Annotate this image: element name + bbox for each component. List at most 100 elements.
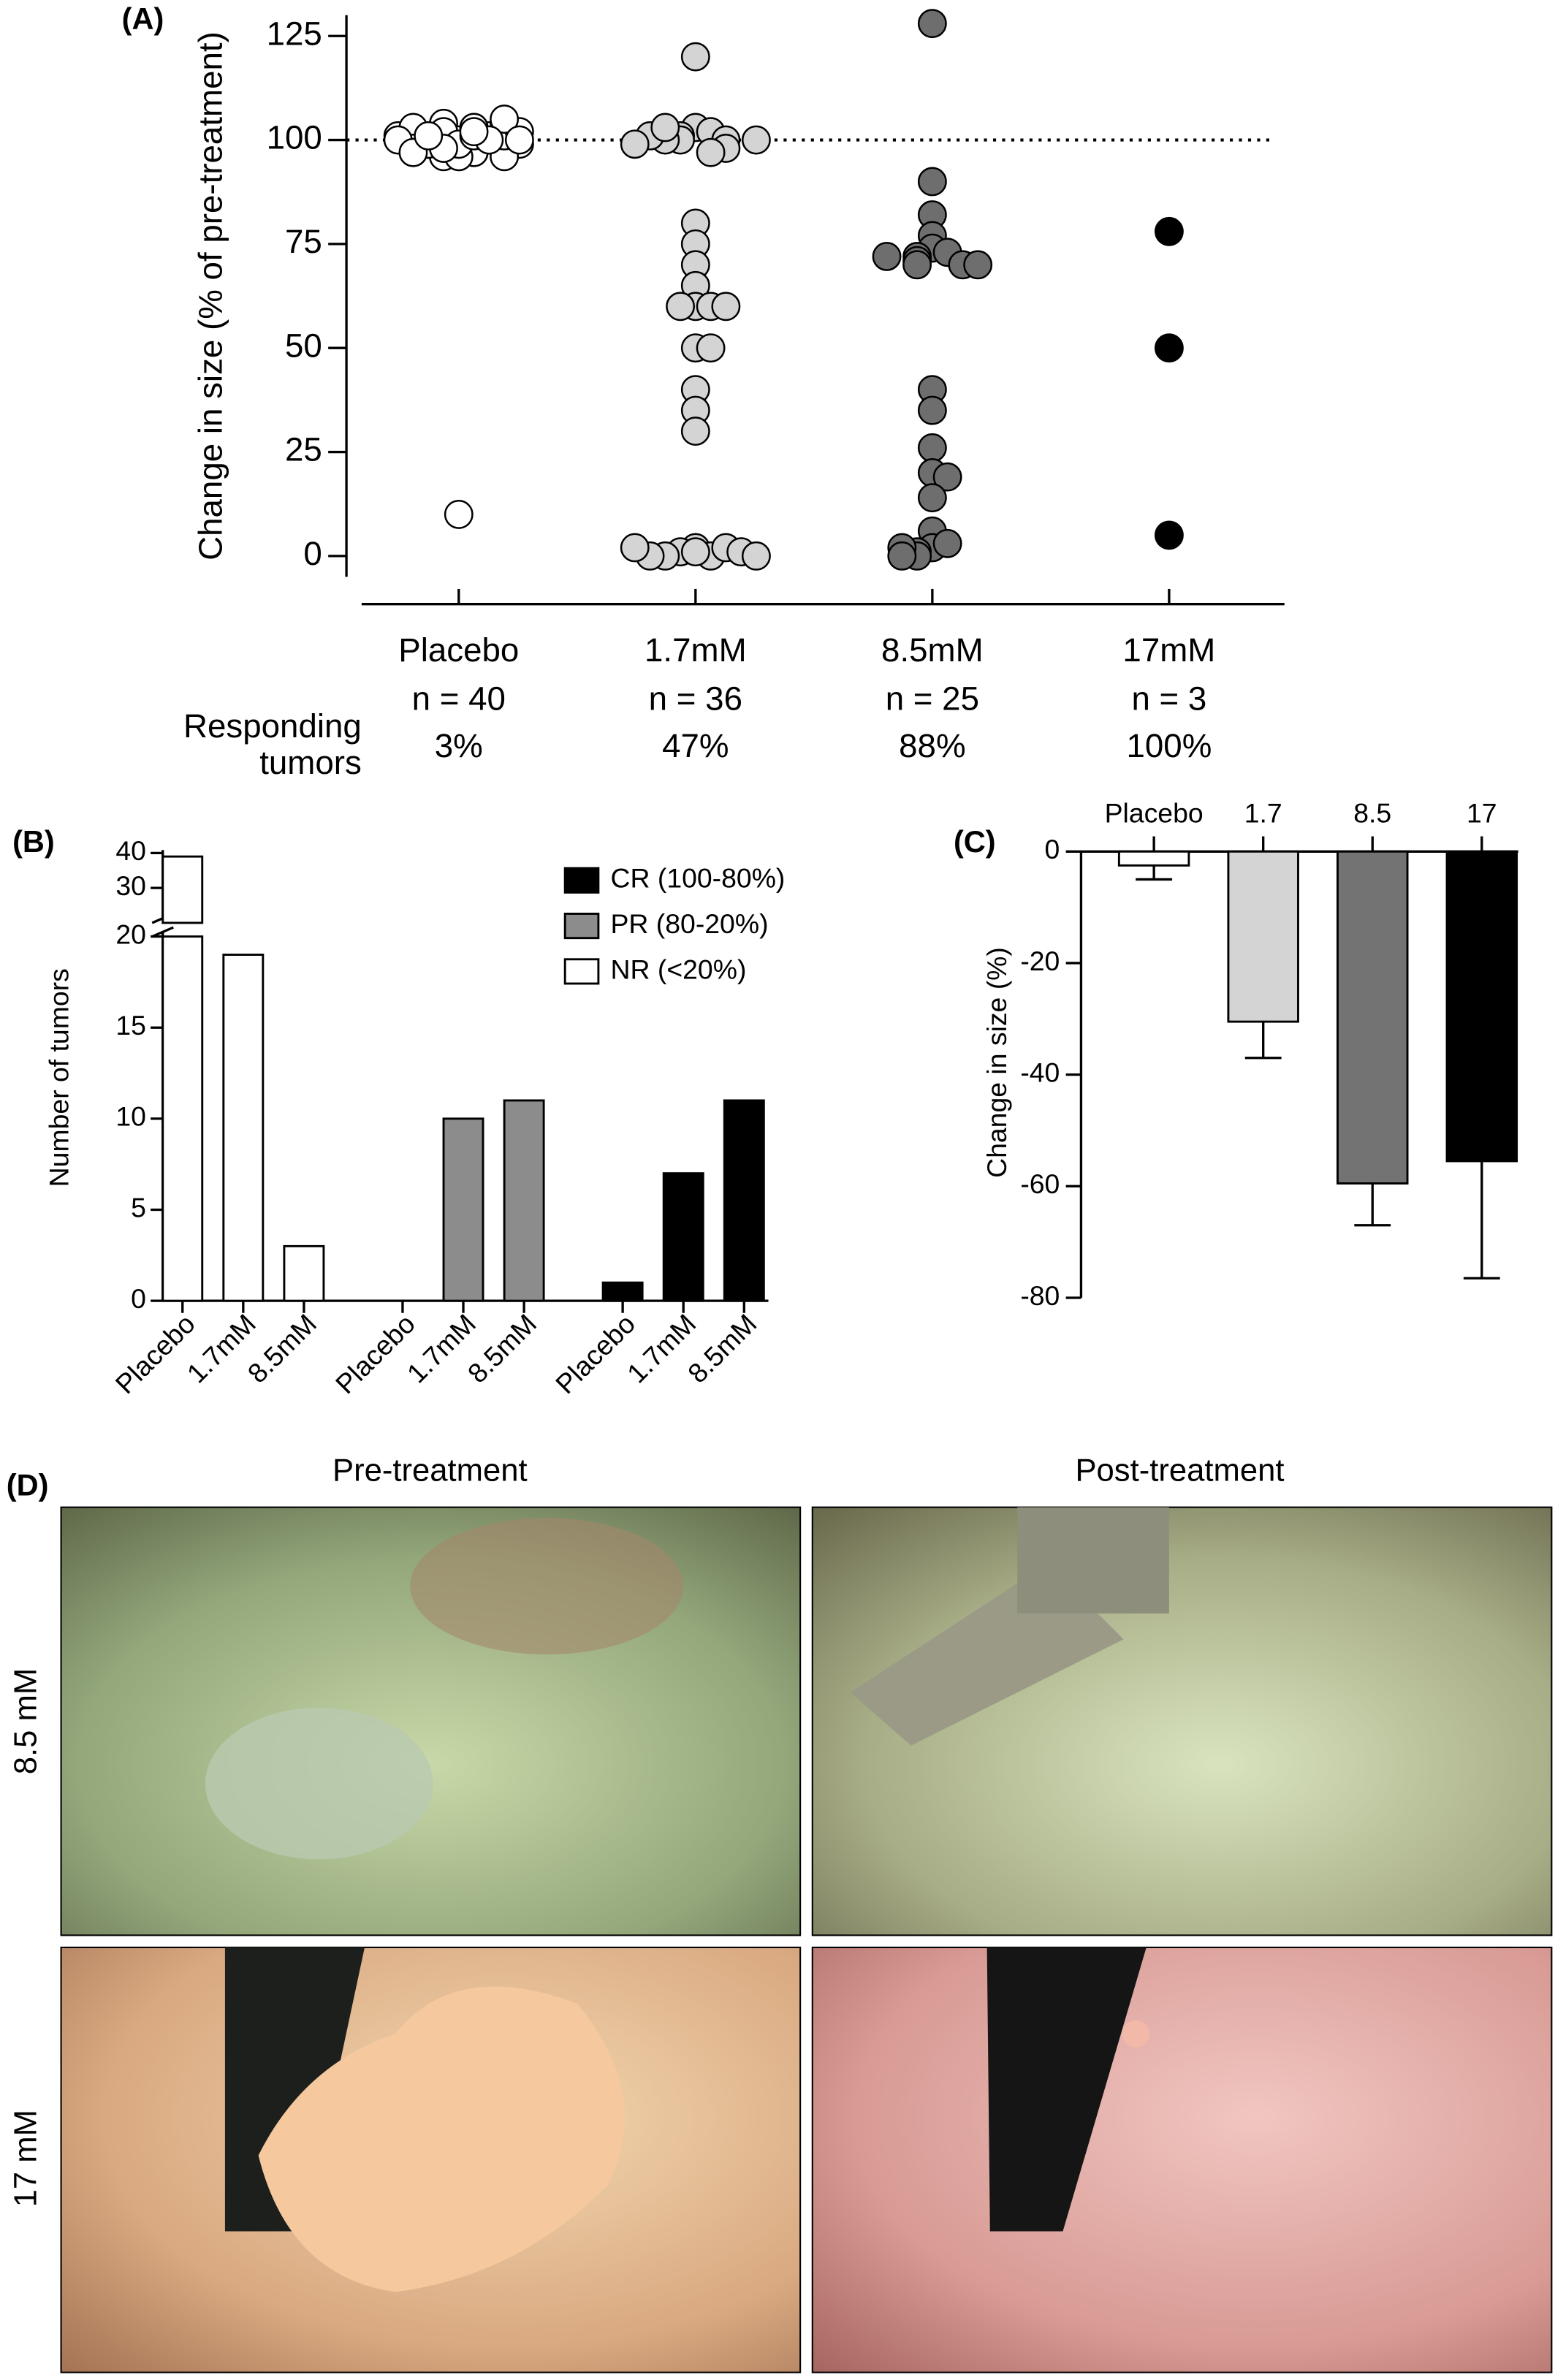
row-label: 17 mM (8, 2110, 43, 2207)
y-tick-label: -40 (1020, 1057, 1060, 1088)
data-point (680, 42, 710, 72)
panel-label: (C) (954, 824, 996, 859)
data-point (620, 533, 650, 563)
bar (442, 1117, 484, 1302)
y-axis-label: Change in size (% of pre-treatment) (191, 31, 229, 560)
bar (1227, 850, 1299, 1023)
data-point (932, 462, 962, 492)
legend-swatch (563, 867, 600, 894)
data-point (741, 125, 771, 155)
data-point (917, 433, 947, 463)
data-point (444, 499, 474, 529)
y-tick-label: 20 (115, 919, 146, 949)
x-tick-label: 1.7mM (401, 1308, 482, 1388)
row-label: Responding (183, 707, 362, 745)
panel-d: (D) Pre-treatment Post-treatment 8.5 mM … (7, 1453, 1553, 2373)
responding-value: 100% (1126, 727, 1212, 764)
n-label: n = 3 (1131, 680, 1206, 718)
data-point (917, 395, 947, 425)
data-point (414, 121, 444, 151)
photo (60, 1946, 802, 2373)
y-tick-label: 100 (267, 119, 322, 156)
n-label: n = 25 (886, 680, 979, 718)
data-point (1154, 520, 1184, 550)
data-point (711, 292, 741, 322)
y-tick-label: 25 (285, 431, 322, 468)
bar (601, 1281, 644, 1302)
n-label: n = 40 (412, 680, 506, 718)
photo (60, 1506, 802, 1936)
panel-label: (D) (7, 1468, 49, 1502)
data-point (666, 292, 696, 322)
bar (503, 1099, 545, 1302)
responding-value: 3% (435, 727, 483, 764)
panel-label: (A) (122, 1, 164, 36)
y-tick-label: 0 (1045, 834, 1060, 864)
data-point (696, 333, 726, 363)
panel-label: (B) (12, 824, 55, 859)
data-point (680, 537, 710, 567)
x-tick-label: 1.7mM (180, 1308, 261, 1388)
photo (811, 1946, 1553, 2373)
data-point (620, 129, 650, 159)
bar (662, 1172, 704, 1302)
column-label: Pre-treatment (332, 1453, 528, 1488)
y-tick-label: 5 (131, 1192, 146, 1223)
data-point (504, 125, 534, 155)
x-tick-label: 17mM (1122, 631, 1215, 669)
y-tick-label: -80 (1020, 1280, 1060, 1311)
x-tick-label: 8.5mM (682, 1308, 762, 1388)
responding-value: 47% (662, 727, 729, 764)
x-tick-label: 1.7mM (645, 631, 747, 669)
data-point (872, 242, 902, 271)
panel-a: (A) 0 25 50 75 100 125 Change in size (% of pre… (122, 1, 1285, 781)
legend-swatch (563, 913, 600, 940)
y-tick-label: -60 (1020, 1168, 1060, 1199)
bar (161, 855, 204, 924)
x-tick-label: 17 (1467, 797, 1497, 828)
row-label: tumors (259, 744, 362, 781)
data-point (1154, 333, 1184, 363)
x-tick-label: 8.5mM (462, 1308, 542, 1388)
data-point (650, 113, 680, 142)
bar (1445, 850, 1518, 1163)
y-axis-label: Change in size (%) (981, 947, 1012, 1178)
bar (161, 935, 204, 1302)
x-tick-label: 8.5mM (881, 631, 984, 669)
legend-label: CR (100-80%) (611, 863, 786, 894)
x-tick-label: Placebo (110, 1308, 201, 1399)
y-tick-label: 50 (285, 327, 322, 364)
data-point (459, 117, 489, 147)
data-point (680, 417, 710, 446)
y-tick-label: -20 (1020, 946, 1060, 976)
x-tick-label: Placebo (550, 1308, 641, 1399)
bar (1337, 850, 1409, 1185)
data-point (741, 541, 771, 571)
data-point (696, 137, 726, 167)
data-point (887, 541, 917, 571)
legend-swatch (563, 958, 600, 985)
data-point (917, 167, 947, 197)
data-point (902, 250, 932, 280)
x-tick-label: 8.5mM (242, 1308, 322, 1388)
data-point (963, 250, 993, 280)
x-tick-label: Placebo (398, 631, 519, 669)
data-point (932, 528, 962, 558)
responding-value: 88% (899, 727, 965, 764)
x-tick-label: Placebo (1105, 797, 1204, 828)
legend-label: NR (<20%) (611, 954, 747, 984)
y-tick-label: 125 (267, 15, 322, 52)
y-tick-label: 0 (131, 1283, 146, 1314)
legend-label: PR (80-20%) (611, 908, 769, 939)
y-tick-label: 75 (285, 223, 322, 260)
x-tick-label: Placebo (330, 1308, 421, 1399)
bar (222, 954, 265, 1302)
data-point (917, 9, 947, 39)
x-tick-label: 8.5 (1353, 797, 1391, 828)
data-point (1154, 216, 1184, 246)
n-label: n = 36 (649, 680, 742, 718)
data-point (917, 483, 947, 513)
